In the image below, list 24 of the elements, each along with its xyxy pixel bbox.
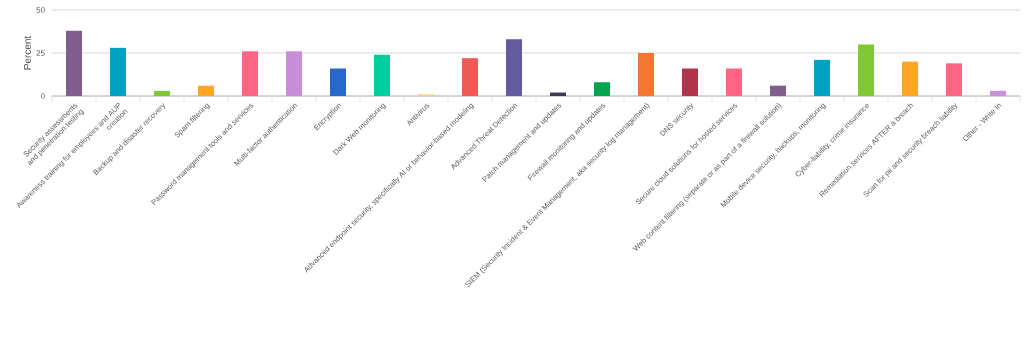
bar bbox=[374, 54, 391, 96]
bar bbox=[638, 53, 655, 96]
bar bbox=[990, 90, 1007, 96]
y-tick-label: 50 bbox=[36, 7, 45, 13]
bar bbox=[330, 68, 347, 96]
bar bbox=[242, 51, 259, 96]
bar bbox=[154, 90, 171, 96]
bar bbox=[682, 68, 699, 96]
bar bbox=[198, 85, 215, 96]
bar bbox=[770, 85, 787, 96]
bar bbox=[66, 30, 83, 96]
y-tick-label: 25 bbox=[36, 50, 45, 56]
bar bbox=[858, 44, 875, 96]
bar bbox=[902, 61, 919, 96]
bar bbox=[594, 82, 611, 96]
bar bbox=[286, 51, 303, 96]
bar bbox=[462, 58, 479, 96]
bar bbox=[726, 68, 743, 96]
bar bbox=[946, 63, 963, 96]
y-tick-label: 0 bbox=[40, 93, 45, 99]
bar bbox=[506, 39, 523, 96]
bar bbox=[814, 59, 831, 96]
y-axis-title: Percent bbox=[23, 35, 31, 70]
bar bbox=[110, 47, 127, 96]
